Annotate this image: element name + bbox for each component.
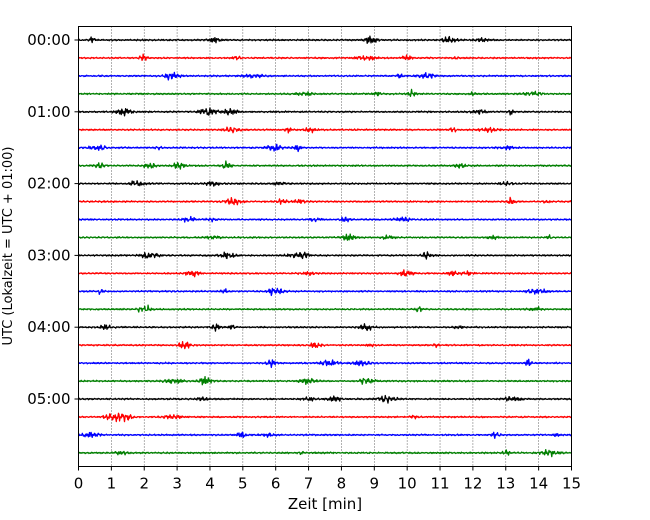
- x-tick-label-2: 2: [139, 475, 149, 493]
- trace-0300: [78, 251, 573, 260]
- y-tick-label-05:00: 05:00: [27, 390, 70, 408]
- grid-layer: [111, 26, 539, 467]
- trace-0515: [78, 412, 572, 423]
- x-tick-label-3: 3: [172, 475, 182, 493]
- y-tick-label-04:00: 04:00: [27, 318, 70, 336]
- x-axis-label: Zeit [min]: [288, 495, 362, 513]
- trace-0045: [77, 88, 573, 98]
- x-tick-label-1: 1: [107, 475, 117, 493]
- trace-0430: [78, 358, 573, 369]
- trace-0415: [78, 340, 572, 350]
- trace-0015: [77, 53, 572, 61]
- x-tick-label-4: 4: [205, 475, 215, 493]
- x-tick-label-15: 15: [562, 475, 581, 493]
- trace-0545: [77, 449, 572, 458]
- x-tick-label-0: 0: [74, 475, 84, 493]
- trace-0200: [78, 180, 572, 187]
- trace-0145: [78, 160, 572, 170]
- trace-0130: [78, 143, 572, 153]
- trace-0345: [77, 304, 572, 313]
- trace-0330: [78, 287, 573, 297]
- trace-0030: [78, 71, 572, 81]
- trace-0315: [78, 269, 573, 278]
- y-tick-label-03:00: 03:00: [27, 246, 70, 264]
- x-tick-label-11: 11: [430, 475, 449, 493]
- trace-0215: [78, 196, 572, 206]
- x-tick-label-8: 8: [337, 475, 347, 493]
- trace-0100: [78, 107, 572, 117]
- x-tick-label-14: 14: [529, 475, 548, 493]
- x-tick-label-7: 7: [304, 475, 314, 493]
- x-axis: 0 1 2 3 4 5 6 7 8 9 10 11 12 13 14 15: [74, 466, 581, 493]
- y-tick-label-01:00: 01:00: [27, 103, 70, 121]
- y-tick-label-00:00: 00:00: [27, 31, 70, 49]
- trace-0400: [78, 323, 572, 332]
- plot-frame: [78, 26, 572, 467]
- trace-0245: [78, 233, 572, 241]
- trace-0445: [78, 375, 572, 386]
- x-tick-label-10: 10: [398, 475, 417, 493]
- x-tick-label-6: 6: [271, 475, 281, 493]
- trace-0115: [78, 126, 572, 134]
- trace-0530: [78, 431, 572, 439]
- x-tick-label-12: 12: [463, 475, 482, 493]
- x-tick-label-5: 5: [238, 475, 248, 493]
- trace-0230: [78, 215, 572, 223]
- x-tick-label-13: 13: [496, 475, 515, 493]
- trace-0000: [77, 35, 572, 44]
- x-tick-label-9: 9: [370, 475, 380, 493]
- y-axis-label: UTC (Lokalzeit = UTC + 01:00): [1, 147, 16, 346]
- y-axis: 00:00 01:00 02:00 03:00 04:00 05:00: [27, 31, 79, 408]
- y-tick-label-02:00: 02:00: [27, 175, 70, 193]
- trace-layer: [77, 35, 573, 458]
- trace-0500: [78, 394, 572, 404]
